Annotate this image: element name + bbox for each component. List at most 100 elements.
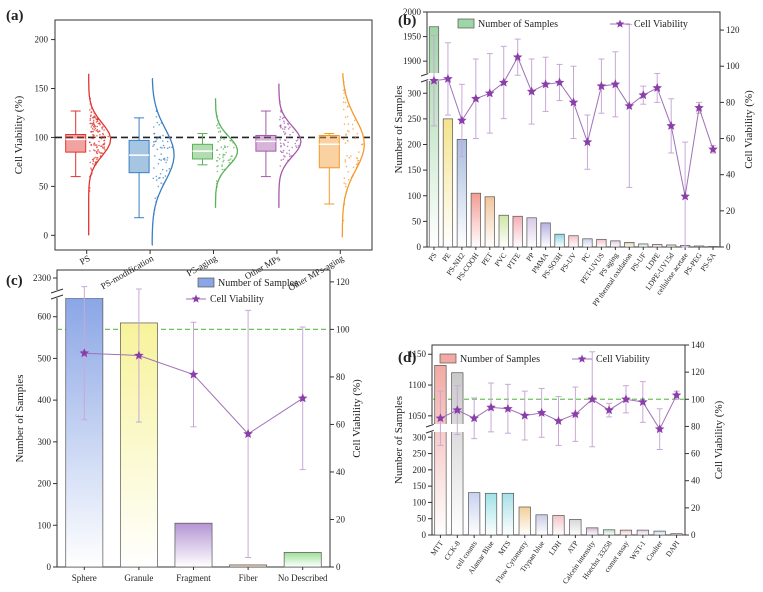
left-tick-label: 1050 [408, 411, 427, 421]
data-point [93, 129, 95, 131]
right-tick-label: 100 [726, 61, 740, 71]
panel-label: (c) [6, 273, 23, 289]
data-point [347, 105, 349, 107]
data-point [287, 136, 289, 138]
viability-star [652, 82, 662, 92]
sample-bar [638, 243, 649, 248]
viability-star [694, 102, 704, 112]
data-point [283, 120, 285, 122]
data-point [94, 136, 97, 138]
y-axis-title: Cell Viability (%) [13, 95, 25, 174]
legend: Number of Samples Cell Viability [457, 18, 688, 30]
data-point [217, 140, 219, 143]
data-point [284, 132, 287, 134]
violin-outline [151, 77, 175, 246]
data-point [282, 158, 285, 160]
data-point [347, 178, 350, 181]
left-tick-label: 250 [413, 449, 427, 459]
data-point [159, 176, 161, 179]
data-point [352, 174, 354, 177]
data-point [160, 182, 162, 184]
data-point [156, 138, 158, 140]
sample-bar [670, 533, 683, 536]
data-point [232, 141, 234, 144]
data-point [224, 146, 226, 149]
sample-bar [582, 238, 593, 248]
data-point [352, 112, 355, 115]
left-tick-label: 400 [38, 395, 52, 405]
data-point [98, 130, 101, 132]
right-tick-label: 40 [726, 170, 736, 180]
data-point [101, 128, 103, 130]
data-point [279, 100, 281, 103]
y-tick-label: 100 [35, 132, 49, 142]
y-tick-label: 0 [44, 230, 49, 240]
data-point [357, 160, 359, 162]
sample-bar [568, 235, 579, 248]
x-tick-label: PET [479, 251, 494, 267]
data-point [93, 126, 96, 128]
viability-star [297, 393, 308, 403]
data-point [347, 123, 350, 125]
data-point [103, 146, 106, 148]
viability-star [570, 409, 581, 419]
sample-bar [174, 522, 213, 568]
data-point [290, 155, 293, 157]
data-point [355, 157, 358, 159]
data-point [90, 143, 92, 146]
data-point [228, 161, 231, 164]
viability-star [134, 350, 144, 360]
data-point [343, 92, 345, 94]
data-point [92, 133, 94, 136]
right-tick-label: 40 [336, 467, 346, 477]
left-axis-title: Number of Samples [14, 375, 26, 463]
data-point [95, 163, 97, 166]
data-point [94, 149, 96, 152]
data-point [280, 145, 282, 148]
data-point [287, 141, 289, 143]
data-point [162, 177, 164, 179]
viability-star [188, 369, 199, 379]
data-point [281, 128, 284, 130]
data-point [89, 175, 91, 178]
data-point [221, 168, 223, 171]
axis-break-mark [50, 294, 64, 300]
left-tick-label: 0 [417, 242, 422, 252]
sample-bar [554, 233, 565, 248]
data-point [153, 143, 155, 146]
data-point [343, 123, 346, 125]
data-point [89, 103, 92, 105]
data-point [92, 149, 95, 151]
left-tick-label: 300 [408, 88, 422, 98]
left-tick-label: 500 [38, 353, 52, 363]
data-point [280, 159, 283, 161]
data-point [220, 137, 223, 139]
panel-b-polymer-type-chart: (b) 0 50 100 150 200 250 300 1900 1950 2000 0 20 40 60… [393, 7, 755, 308]
axis-break-gap [421, 73, 433, 81]
data-point [343, 182, 346, 184]
data-point [89, 97, 91, 100]
data-point [155, 175, 158, 178]
data-point [103, 136, 106, 139]
data-point [94, 144, 97, 146]
data-point [344, 101, 347, 104]
data-point [154, 197, 157, 200]
left-axis-title: Number of Samples [393, 86, 405, 174]
y-tick-label: 150 [35, 84, 49, 94]
data-point [344, 89, 347, 92]
data-point [345, 165, 348, 168]
data-point [217, 123, 219, 125]
data-point [279, 138, 282, 141]
data-point [98, 140, 100, 143]
data-point [294, 142, 297, 145]
legend-bar-swatch [457, 18, 475, 29]
legend: Number of Samples Cell Viability [439, 353, 650, 365]
data-point [217, 120, 220, 122]
data-point [228, 159, 231, 161]
data-point [94, 116, 96, 119]
data-point [296, 139, 299, 141]
data-point [289, 126, 291, 128]
legend-line-label: Cell Viability [596, 354, 650, 365]
data-point [344, 159, 347, 161]
right-tick-label: 20 [691, 503, 701, 513]
